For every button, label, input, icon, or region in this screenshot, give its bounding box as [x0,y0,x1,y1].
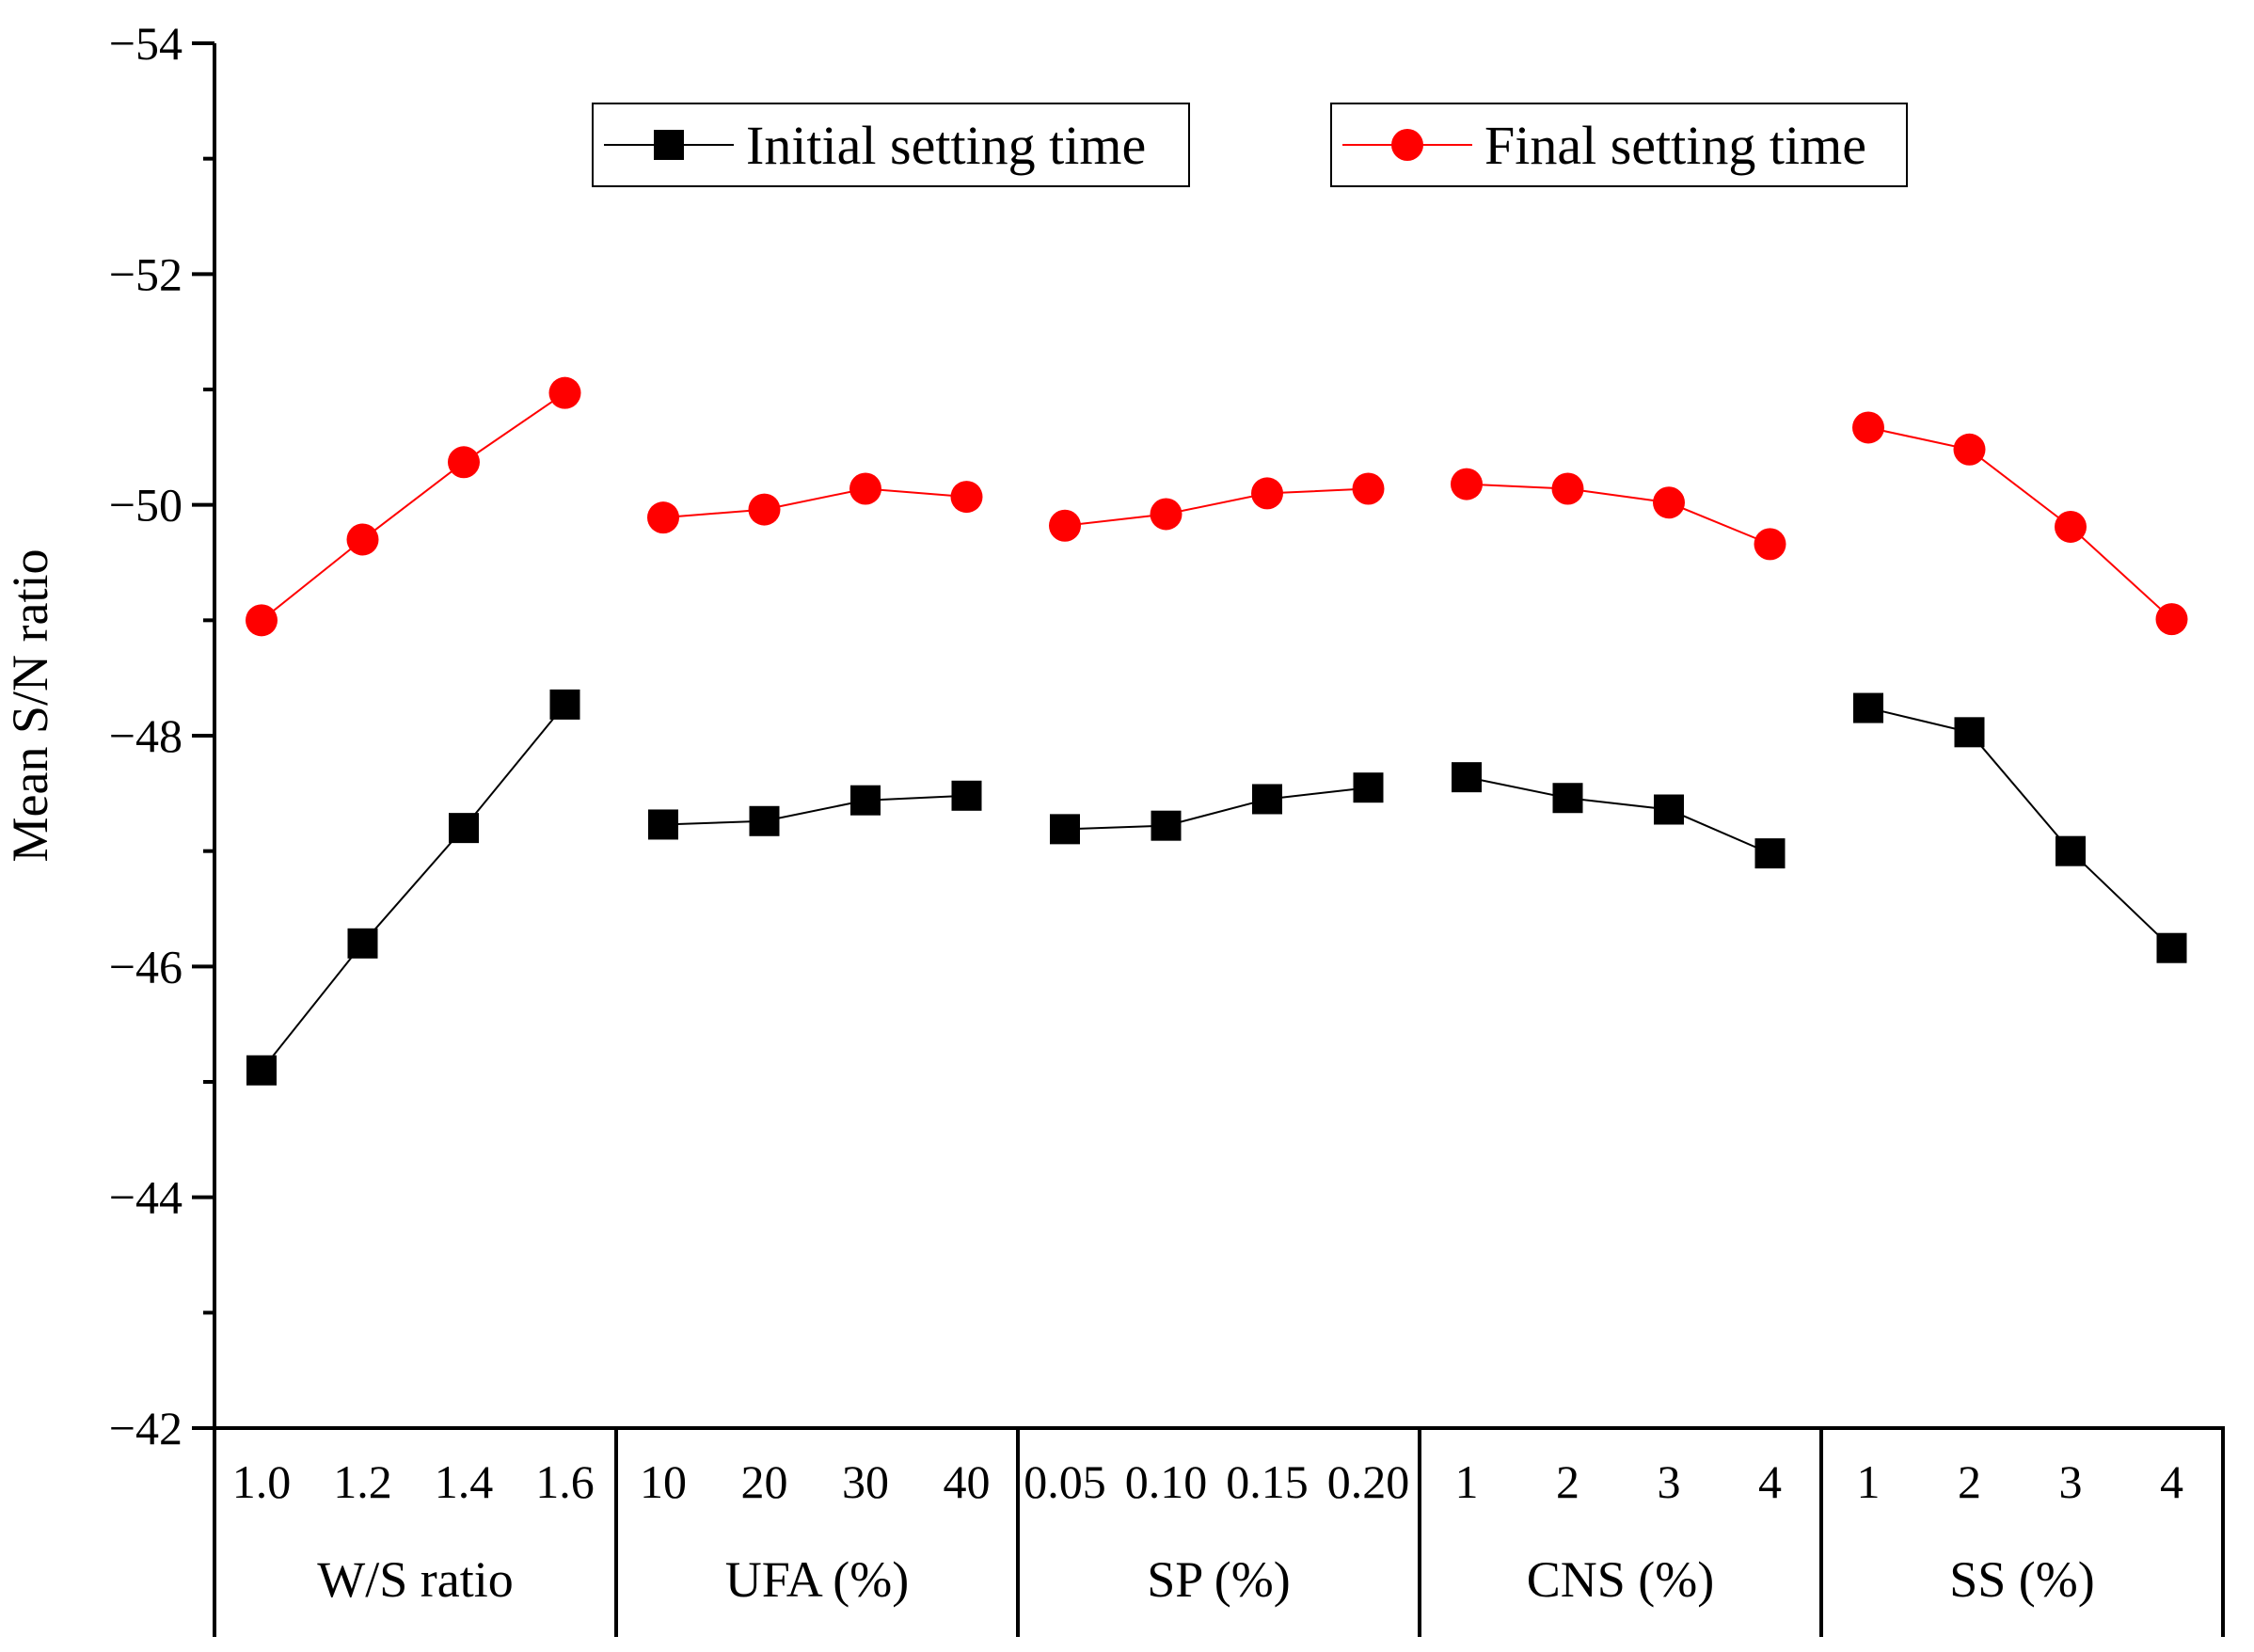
data-point-circle [647,501,679,534]
series-line [1867,707,2173,949]
data-point-square [1853,692,1883,723]
y-tick-label: −52 [109,247,183,300]
x-tick-label: 0.05 [1024,1455,1106,1508]
data-point-square [1654,794,1684,825]
series-layer [246,376,2188,1086]
y-ticks: −54 −52 −50 −48 −46 −44 −42 [109,17,214,1454]
data-point-square [1151,810,1182,841]
data-point-circle [1049,509,1081,542]
x-tick-label: 1 [1455,1455,1479,1508]
y-tick-label: −50 [109,479,183,532]
x-group-label: W/S ratio [317,1551,513,1608]
y-tick-label: −42 [109,1402,183,1454]
data-point-square [749,805,780,836]
data-point-circle [1852,411,1884,444]
data-point-circle [2055,510,2087,543]
data-point-square [347,928,378,959]
data-point-square [951,780,982,811]
data-point-circle [448,446,480,479]
x-tick-label: 10 [640,1455,687,1508]
x-tick-label: 20 [741,1455,788,1508]
x-tick-label: 1.2 [333,1455,392,1508]
data-point-circle [1953,433,1986,466]
x-tick-label: 2 [1556,1455,1579,1508]
data-point-square [246,1055,277,1086]
x-group-label: SS (%) [1949,1551,2095,1608]
x-tick-label: 0.15 [1226,1455,1309,1508]
series-line [1064,786,1369,831]
data-point-circle [346,523,379,556]
series-line [1867,426,2173,620]
x-tick-label: 4 [2160,1455,2183,1508]
data-point-square [1252,784,1282,815]
data-point-square [2056,835,2086,866]
data-point-circle [1551,472,1584,505]
data-point-circle [1754,528,1786,561]
x-tick-label: 1.0 [232,1455,292,1508]
data-point-square [1452,762,1482,793]
series-line [1064,487,1369,527]
legend-item: Final setting time [1330,103,1908,187]
x-axis-table: 1.0 1.2 1.4 1.6 W/S ratio 10 20 30 40 UFA (%) 0.05… [213,1428,2225,1637]
series-line [662,794,967,826]
data-point-square [648,809,678,840]
series-line [1466,776,1770,855]
x-tick-label: 30 [842,1455,889,1508]
x-tick-label: 2 [1958,1455,1981,1508]
y-tick-label: −54 [109,17,183,70]
data-point-square [1353,772,1384,803]
data-point-circle [849,472,881,505]
x-group-label: CNS (%) [1527,1551,1715,1608]
legend-label: Initial setting time [746,115,1146,176]
x-tick-label: 1 [1857,1455,1881,1508]
data-point-square [1954,717,1985,748]
x-tick-label: 1.4 [435,1455,494,1508]
y-tick-label: −46 [109,940,183,993]
data-point-square [850,785,881,816]
x-tick-label: 40 [944,1455,991,1508]
x-tick-label: 3 [1658,1455,1681,1508]
data-point-circle [748,493,781,526]
legend-item: Initial setting time [592,103,1190,187]
data-point-circle [950,481,983,514]
x-tick-label: 1.6 [535,1455,595,1508]
data-point-square [549,689,580,720]
data-point-circle [1451,468,1483,500]
data-point-square [1552,783,1583,814]
series-line [662,487,967,519]
data-point-circle [246,604,278,637]
data-point-circle [1150,498,1183,531]
series-final [246,376,2188,637]
series-initial [246,689,2187,1086]
x-tick-label: 3 [2059,1455,2083,1508]
data-point-circle [1352,472,1385,505]
x-group-label: SP (%) [1147,1551,1291,1608]
data-point-circle [1251,477,1283,510]
y-tick-label: −48 [109,709,183,762]
x-group-label: UFA (%) [725,1551,910,1608]
x-tick-label: 0.20 [1327,1455,1410,1508]
series-line [1466,483,1770,546]
data-point-circle [548,376,581,409]
x-tick-label: 0.10 [1125,1455,1208,1508]
data-point-square [2156,932,2187,963]
x-tick-label: 4 [1758,1455,1782,1508]
data-point-circle [2155,603,2188,636]
data-point-square [449,813,479,844]
data-point-square [1050,814,1080,845]
legend: Initial setting time Final setting time [592,103,1908,187]
data-point-circle [1653,486,1685,519]
legend-marker-circle [1391,129,1423,161]
legend-marker-square [654,130,684,160]
series-line [261,704,566,1072]
data-point-square [1754,838,1786,869]
legend-label: Final setting time [1484,115,1866,176]
y-tick-label: −44 [109,1171,183,1224]
series-line [261,391,566,622]
y-axis-label: Mean S/N ratio [2,549,58,863]
